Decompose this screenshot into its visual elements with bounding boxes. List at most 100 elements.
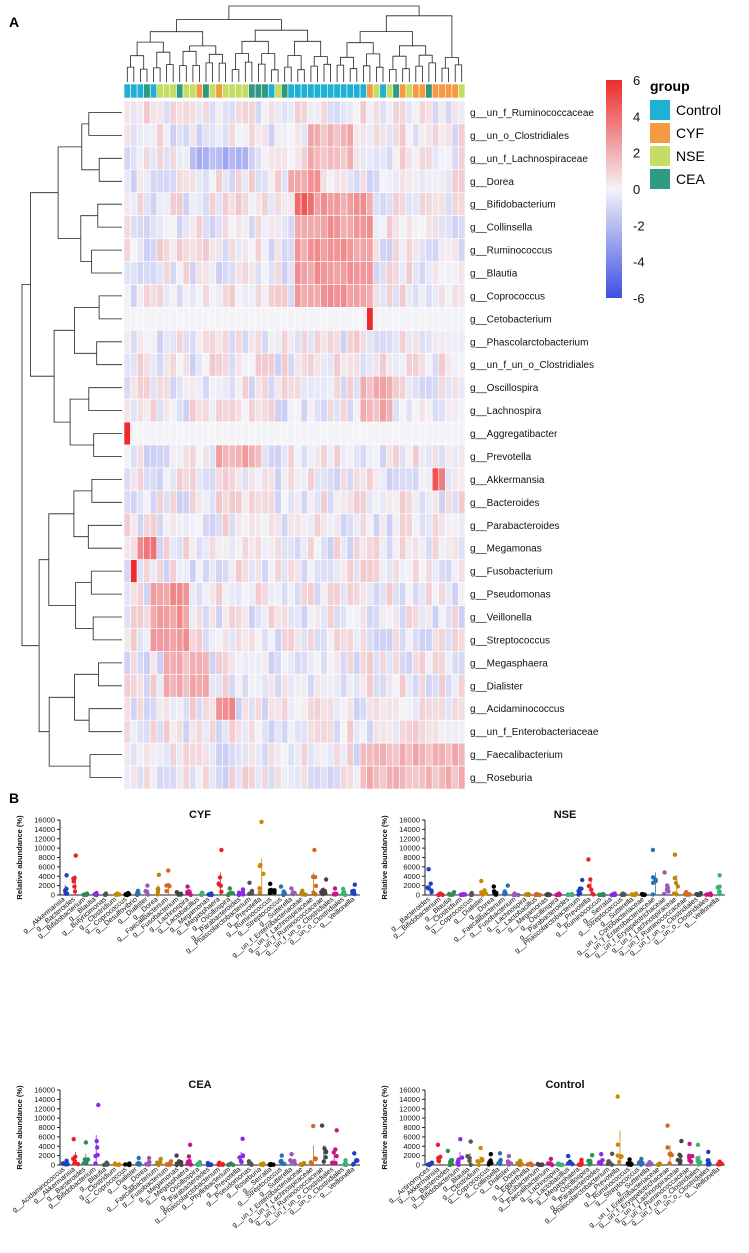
heatmap-cell [169, 490, 177, 515]
heatmap-cell [267, 605, 276, 629]
heatmap-cell [353, 719, 361, 744]
heatmap-cell [418, 398, 426, 423]
heatmap-cell [326, 765, 335, 790]
heatmap-cell [228, 605, 236, 629]
heatmap-cell [366, 696, 374, 721]
y-tick-label: 12000 [34, 834, 55, 843]
heatmap-cell [307, 421, 315, 446]
dendrogram-branch [389, 69, 397, 82]
heatmap-cell [149, 330, 158, 354]
heatmap-cell [274, 651, 282, 675]
heatmap-cell [287, 651, 295, 675]
data-point [617, 1159, 622, 1165]
heatmap-cell [228, 375, 236, 400]
heatmap-cell [313, 765, 322, 790]
heatmap-cell [412, 307, 420, 331]
heatmap-cell [445, 146, 453, 171]
dendrogram-branch [98, 157, 122, 182]
heatmap-cell [392, 513, 400, 538]
data-point [615, 1142, 621, 1147]
heatmap-cell [359, 330, 367, 354]
data-point [136, 1155, 141, 1161]
heatmap-cell [418, 192, 426, 216]
data-point [695, 1142, 701, 1147]
heatmap-cell [431, 398, 440, 423]
heatmap-cell [300, 375, 308, 400]
heatmap-cell [222, 192, 230, 216]
heatmap-cell [307, 215, 315, 239]
heatmap-cell [313, 192, 322, 216]
heatmap-cell [222, 375, 230, 400]
heatmap-cell [359, 307, 367, 331]
dendrogram-branch [97, 203, 122, 228]
heatmap-cell [176, 100, 184, 125]
data-point [72, 889, 78, 894]
heatmap-cell [287, 307, 295, 331]
heatmap-cell [333, 605, 341, 629]
heatmap-cell [130, 215, 138, 239]
heatmap-cell [405, 192, 413, 216]
heatmap-cell [372, 513, 381, 538]
heatmap-cell [274, 742, 282, 767]
heatmap-cell [195, 215, 203, 239]
heatmap-cell [274, 215, 282, 239]
heatmap-cell [222, 307, 230, 331]
heatmap-cell [248, 192, 256, 216]
heatmap-cell [438, 467, 446, 492]
heatmap-cell [412, 192, 420, 216]
heatmap-cell [149, 536, 158, 560]
dotplot-cea: CEA0200040006000800010000120001400016000… [11, 1079, 360, 1229]
heatmap-cell [379, 605, 387, 629]
heatmap-cell [189, 444, 197, 469]
data-point [429, 888, 434, 893]
legend-swatch [650, 168, 670, 189]
heatmap-cell [340, 696, 348, 721]
heatmap-cell [333, 330, 341, 354]
heatmap-cell [451, 536, 459, 560]
heatmap-cell [431, 467, 440, 492]
dendrogram-branch [166, 64, 174, 82]
data-point [164, 888, 169, 894]
y-axis-label: Relative abundance (%) [15, 1085, 24, 1170]
heatmap-cell [254, 100, 263, 125]
group-annotation-cell [235, 83, 243, 99]
heatmap-cell [366, 215, 374, 239]
heatmap-cell [445, 742, 453, 767]
heatmap-cell [281, 742, 289, 767]
heatmap-cell [412, 719, 420, 744]
heatmap-cell [300, 765, 308, 790]
heatmap-cell [451, 444, 459, 469]
heatmap-cell [445, 261, 453, 285]
heatmap-cell [136, 742, 144, 767]
heatmap-cell [235, 605, 243, 629]
data-point [629, 1162, 634, 1167]
heatmap-cell [267, 765, 276, 790]
heatmap-cell [359, 536, 367, 560]
heatmap-cell [425, 582, 433, 606]
heatmap-cell [274, 719, 282, 744]
heatmap-cell [254, 742, 263, 767]
heatmap-row-label: g__Pseudomonas [470, 590, 551, 601]
heatmap-cell [149, 444, 158, 469]
heatmap-cell [300, 352, 308, 377]
heatmap-cell [195, 284, 203, 308]
heatmap-cell [418, 421, 426, 446]
heatmap-cell [445, 100, 453, 125]
heatmap-cell [320, 375, 328, 400]
heatmap-cell [222, 513, 230, 538]
data-point [308, 1160, 314, 1165]
legend-label: NSE [676, 147, 705, 164]
y-tick-label: 10000 [34, 1114, 55, 1123]
heatmap-cell [182, 513, 190, 538]
data-point [174, 1153, 179, 1158]
heatmap-cell [313, 582, 322, 606]
heatmap-cell [353, 192, 361, 216]
data-point [165, 883, 171, 888]
group-annotation-cell [176, 83, 184, 99]
heatmap-cell [431, 146, 440, 171]
heatmap-cell [267, 421, 276, 446]
data-point [445, 1148, 451, 1154]
data-point [278, 884, 284, 889]
group-annotation-cell [333, 83, 341, 99]
data-point [482, 888, 487, 893]
